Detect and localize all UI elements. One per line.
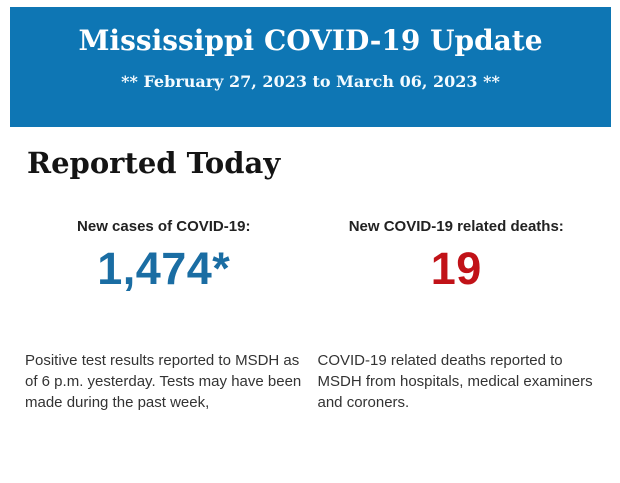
date-range: ** February 27, 2023 to March 06, 2023 *… [121, 72, 500, 91]
stat-cases-column: New cases of COVID-19: 1,474* Positive t… [25, 218, 303, 413]
stats-columns: New cases of COVID-19: 1,474* Positive t… [25, 218, 595, 413]
cases-value: 1,474* [97, 243, 231, 294]
cases-description: Positive test results reported to MSDH a… [25, 352, 302, 411]
page-title: Mississippi COVID-19 Update [78, 24, 543, 57]
covid-update-page: Mississippi COVID-19 Update ** February … [0, 7, 620, 413]
deaths-label: New COVID-19 related deaths: [348, 218, 564, 235]
deaths-description: COVID-19 related deaths reported to MSDH… [317, 352, 593, 411]
main-content: Reported Today New cases of COVID-19: 1,… [0, 146, 620, 413]
cases-label: New cases of COVID-19: [77, 218, 251, 235]
header-banner: Mississippi COVID-19 Update ** February … [10, 7, 611, 127]
deaths-value: 19 [430, 243, 482, 294]
section-heading: Reported Today [27, 146, 281, 180]
stat-deaths-column: New COVID-19 related deaths: 19 COVID-19… [318, 218, 596, 413]
